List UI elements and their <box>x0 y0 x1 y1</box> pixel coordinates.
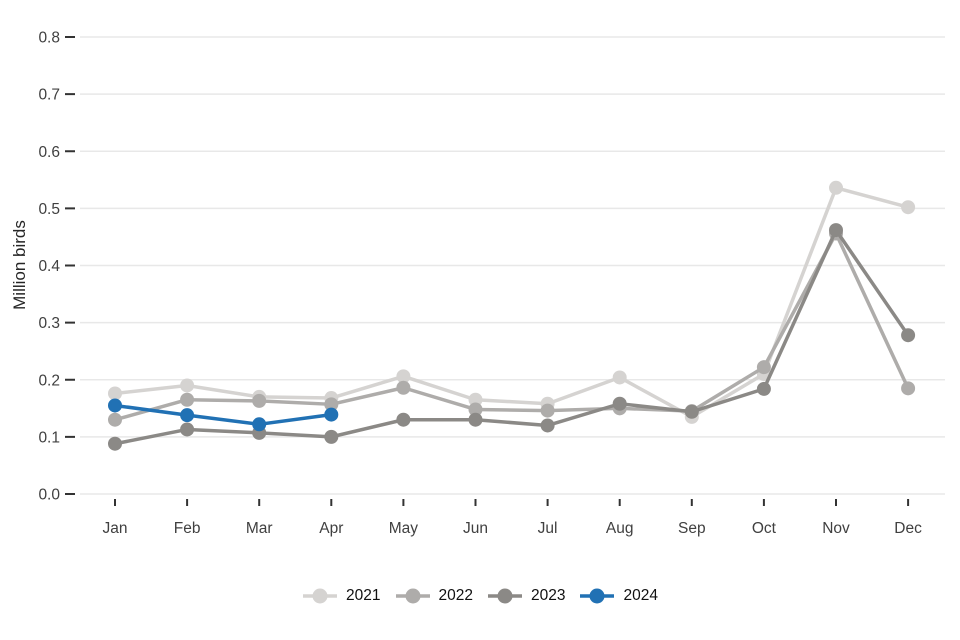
x-tick-label-May: May <box>389 520 419 537</box>
point-2022-Mar <box>252 393 267 408</box>
x-tick-label-Jul: Jul <box>538 520 558 537</box>
point-2024-Mar <box>252 417 267 432</box>
y-tick-label-0.1: 0.1 <box>38 429 60 446</box>
y-tick-label-0.8: 0.8 <box>38 30 60 47</box>
point-2022-Jan <box>108 412 122 427</box>
y-tick-label-0.7: 0.7 <box>38 87 60 104</box>
point-2023-Jul <box>540 418 555 433</box>
point-2022-Feb <box>180 392 195 407</box>
point-2022-Dec <box>901 381 916 396</box>
point-2023-Jan <box>108 436 122 451</box>
legend-key-point-2024 <box>589 588 605 604</box>
point-2022-Jun <box>468 402 483 417</box>
series-line-2021 <box>114 186 909 419</box>
x-tick-label-Jan: Jan <box>103 520 128 537</box>
x-tick-label-Apr: Apr <box>319 520 343 537</box>
point-2021-Aug <box>612 370 627 385</box>
point-2021-Dec <box>901 200 916 215</box>
point-2023-Dec <box>901 328 916 343</box>
point-2021-May <box>396 369 411 384</box>
x-tick-label-Dec: Dec <box>894 520 922 537</box>
point-2021-Jun <box>468 392 483 407</box>
point-2024-Jan <box>108 398 122 413</box>
legend-label-2022: 2022 <box>438 587 473 604</box>
point-2021-Feb <box>180 378 195 393</box>
legend-label-2023: 2023 <box>531 587 566 604</box>
x-tick-label-Jun: Jun <box>463 520 488 537</box>
point-2021-Nov <box>829 180 843 195</box>
x-tick-label-Oct: Oct <box>752 520 777 537</box>
legend-label-2021: 2021 <box>346 587 381 604</box>
point-2023-Jun <box>468 412 483 427</box>
y-tick-label-0.3: 0.3 <box>38 315 60 332</box>
point-2023-Apr <box>324 429 339 444</box>
point-2022-Jul <box>540 403 555 418</box>
point-2023-Nov <box>829 223 843 238</box>
legend-key-2022 <box>395 588 430 604</box>
point-2023-May <box>396 412 411 427</box>
y-tick-label-0.0: 0.0 <box>38 487 60 504</box>
point-2024-Feb <box>180 408 195 423</box>
legend-key-2021 <box>303 588 338 604</box>
point-2022-Apr <box>324 397 339 412</box>
legend-item-2023: 2023 <box>487 586 565 606</box>
series-line-2022 <box>114 231 910 422</box>
y-tick-label-0.2: 0.2 <box>38 372 60 389</box>
legend-key-2024 <box>580 588 615 604</box>
point-2021-Jan <box>108 386 122 401</box>
legend-label-2024: 2024 <box>623 587 658 604</box>
legend-item-2021: 2021 <box>302 586 381 606</box>
y-tick-label-0.6: 0.6 <box>38 144 60 161</box>
x-tick-label-Sep: Sep <box>678 520 706 537</box>
point-2023-Oct <box>756 381 771 396</box>
legend-key-2023 <box>488 588 522 604</box>
chart-legend: 2021 2022 2023 2024 <box>0 586 960 606</box>
point-2023-Sep <box>684 404 699 419</box>
x-tick-label-Nov: Nov <box>822 520 850 537</box>
point-2023-Aug <box>612 396 627 411</box>
point-2022-Oct <box>756 360 771 375</box>
point-2023-Feb <box>180 422 195 437</box>
legend-key-point-2023 <box>497 588 513 604</box>
series-line-2023 <box>114 228 910 446</box>
point-2022-May <box>396 380 411 395</box>
legend-key-point-2022 <box>405 588 421 604</box>
x-tick-label-Mar: Mar <box>246 520 273 537</box>
x-tick-label-Aug: Aug <box>606 520 634 537</box>
point-2024-Apr <box>324 407 339 422</box>
legend-item-2024: 2024 <box>579 586 658 606</box>
y-tick-label-0.5: 0.5 <box>38 201 60 218</box>
legend-item-2022: 2022 <box>395 586 473 606</box>
y-tick-label-0.4: 0.4 <box>38 258 60 275</box>
x-tick-label-Feb: Feb <box>174 520 201 537</box>
series-line-2024 <box>114 403 332 427</box>
legend-key-point-2021 <box>312 588 328 604</box>
chart-canvas: 0.0 0.1 0.2 0.3 0.4 0.5 0.6 0.7 0.8 Jan Feb Mar Apr M… <box>38 30 945 537</box>
